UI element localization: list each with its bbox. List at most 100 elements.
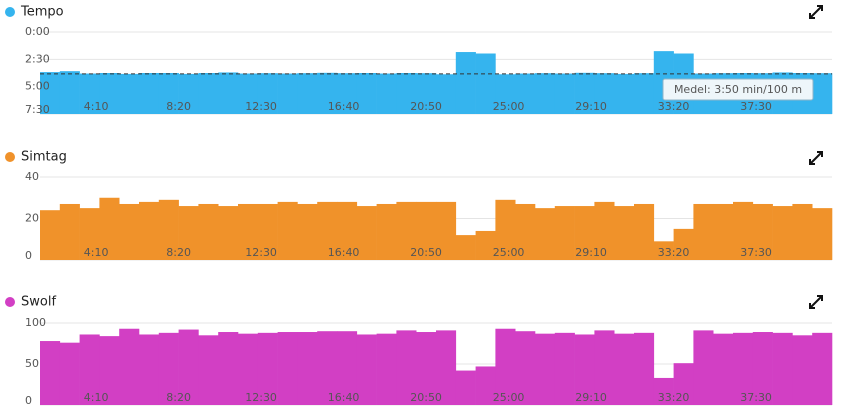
legend-dot <box>5 152 15 162</box>
y-tick-label: 5:00 <box>25 80 50 93</box>
area-segment <box>535 73 556 114</box>
chart: Simtag 0 20 40 4:10 8:20 12:30 16:40 20:50 25:00 2… <box>5 150 833 262</box>
area-segment <box>455 52 476 114</box>
area-segment <box>792 203 813 260</box>
x-tick-label: 8:20 <box>166 246 191 259</box>
area-segment <box>733 201 754 260</box>
area-segment <box>436 330 457 405</box>
area-segment <box>752 332 773 405</box>
x-tick-label: 37:30 <box>740 391 772 404</box>
area-segment <box>455 235 476 260</box>
x-tick-label: 20:50 <box>410 391 442 404</box>
x-tick-label: 25:00 <box>493 391 525 404</box>
area-segment <box>475 366 496 405</box>
area-segment <box>139 201 160 260</box>
area-segment <box>455 370 476 405</box>
area-segment <box>356 206 377 260</box>
x-tick-label: 33:20 <box>658 391 690 404</box>
x-tick-label: 25:00 <box>493 100 525 113</box>
x-tick-label: 29:10 <box>575 391 607 404</box>
area-segment <box>634 332 655 405</box>
x-tick-label: 29:10 <box>575 246 607 259</box>
area-segment <box>574 72 595 114</box>
area-segment <box>396 73 417 114</box>
expand-icon[interactable] <box>809 295 823 309</box>
area-segment <box>515 331 536 405</box>
area-segment <box>376 333 397 405</box>
area-segment <box>218 332 239 405</box>
area-segment <box>317 331 338 405</box>
area-segment <box>79 208 100 260</box>
area-segment <box>99 336 120 405</box>
area-segment <box>376 203 397 260</box>
area-segment <box>257 203 278 260</box>
area-segment <box>158 199 179 260</box>
chart-title: Swolf <box>21 295 56 310</box>
area-segment <box>733 332 754 405</box>
area-segment <box>495 328 516 405</box>
area-segment <box>416 332 437 405</box>
area-segment <box>178 329 199 405</box>
area-segment <box>812 332 833 405</box>
annotation: Medel: 3:50 min/100 m <box>674 83 802 96</box>
area-segment <box>475 53 496 114</box>
area-segment <box>317 72 338 114</box>
area-segment <box>772 332 793 405</box>
area-segment <box>218 72 239 114</box>
expand-icon[interactable] <box>809 5 823 19</box>
y-tick-label: 0 <box>25 394 32 407</box>
x-tick-label: 16:40 <box>328 246 360 259</box>
area-segment <box>772 206 793 260</box>
x-tick-label: 8:20 <box>166 100 191 113</box>
x-tick-label: 29:10 <box>575 100 607 113</box>
area-segment <box>614 206 635 260</box>
expand-icon[interactable] <box>809 151 823 165</box>
area-segment <box>59 71 80 114</box>
area-segment <box>436 201 457 260</box>
area-segment <box>673 363 694 405</box>
x-tick-label: 12:30 <box>245 100 277 113</box>
area-segment <box>40 341 61 405</box>
area-segment <box>693 203 714 260</box>
area-segment <box>158 73 179 114</box>
area-segment <box>713 203 734 260</box>
area-segment <box>277 332 298 405</box>
area-segment <box>515 73 536 114</box>
area-segment <box>693 330 714 405</box>
y-tick-label: 100 <box>25 316 46 329</box>
area-segment <box>178 73 199 114</box>
chart-title: Tempo <box>20 5 64 20</box>
chart: Swolf 0 50 100 4:10 8:20 12:30 16:40 20:50 25:00 2… <box>5 295 833 407</box>
area-segment <box>139 73 160 114</box>
area-segment <box>337 331 358 405</box>
area-segment <box>594 201 615 260</box>
area-segment <box>792 335 813 405</box>
area-segment <box>653 241 674 260</box>
area-segment <box>297 332 318 405</box>
x-tick-label: 33:20 <box>658 100 690 113</box>
tooltip <box>662 78 814 101</box>
x-tick-label: 25:00 <box>493 246 525 259</box>
area-segment <box>257 73 278 114</box>
area-segment <box>337 201 358 260</box>
chart: Tempo 0:00 2:30 5:00 7:30 4:10 8:20 12:30 16:40 2… <box>5 5 833 116</box>
y-tick-label: 50 <box>25 357 39 370</box>
area-segment <box>416 73 437 114</box>
area-segment <box>238 203 259 260</box>
area-segment <box>634 73 655 114</box>
area-segment <box>277 201 298 260</box>
area-segment <box>673 228 694 260</box>
area-segment <box>614 73 635 114</box>
area-segment <box>218 206 239 260</box>
area-segment <box>198 73 219 114</box>
x-tick-label: 16:40 <box>328 100 360 113</box>
area-segment <box>139 334 160 405</box>
area-segment <box>59 342 80 405</box>
y-tick-label: 0 <box>25 249 32 262</box>
x-tick-label: 4:10 <box>84 100 109 113</box>
area-segment <box>198 203 219 260</box>
area-segment <box>535 333 556 405</box>
area-segment <box>238 73 259 114</box>
y-tick-label: 20 <box>25 212 39 225</box>
